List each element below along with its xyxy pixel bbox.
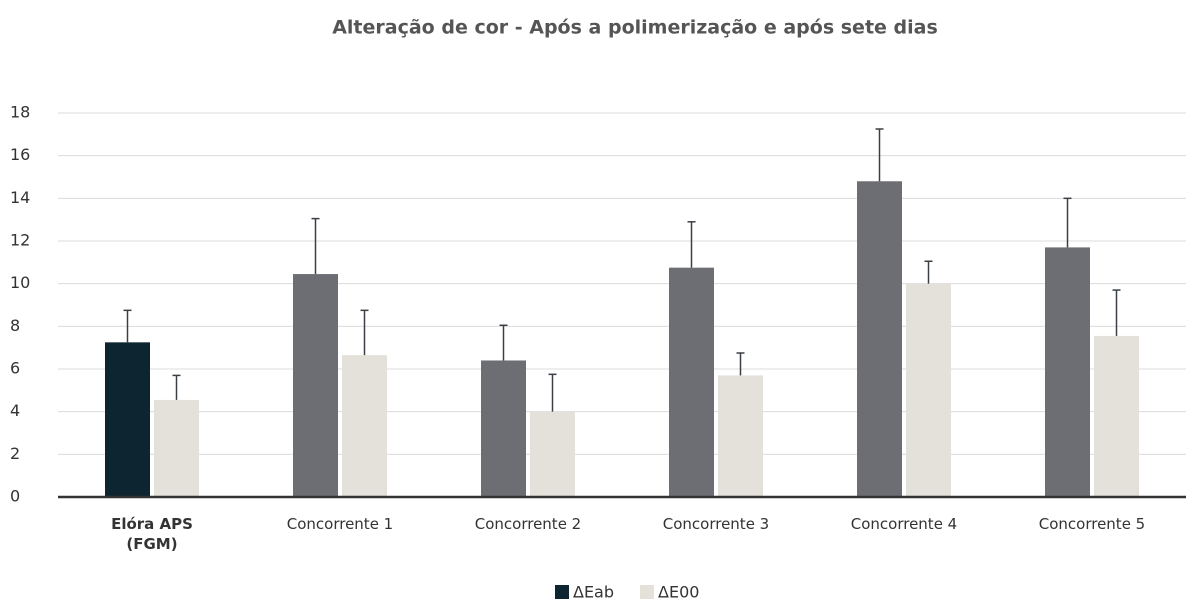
y-tick-label: 0 (10, 487, 20, 506)
y-tick-label: 18 (10, 103, 30, 122)
error-bar (875, 128, 884, 182)
y-tick-label: 16 (10, 145, 30, 164)
bar (342, 355, 387, 497)
bar (718, 375, 763, 497)
x-tick-label: Concorrente 4 (850, 515, 958, 533)
x-tick-label: Elóra APS (FGM) (111, 515, 193, 553)
bar (293, 274, 338, 497)
legend-label: ΔE00 (658, 583, 699, 601)
error-bar (311, 217, 320, 275)
error-bar (736, 352, 745, 376)
error-bar (687, 221, 696, 268)
x-tick-label: Concorrente 5 (1038, 515, 1146, 533)
bar (154, 399, 199, 497)
y-tick-label: 10 (10, 273, 30, 292)
chart-title: Alteração de cor - Após a polimerização … (332, 17, 938, 39)
x-tick-label: Concorrente 2 (474, 515, 582, 533)
bar (1045, 247, 1090, 497)
error-bar (123, 309, 132, 343)
bar (1094, 335, 1139, 497)
bar (857, 181, 902, 497)
bar (105, 342, 150, 497)
error-bar (172, 374, 181, 400)
y-tick-label: 12 (10, 231, 30, 250)
bar (530, 411, 575, 497)
error-bar (360, 309, 369, 356)
y-tick-label: 2 (10, 444, 20, 463)
legend-label: ΔEab (573, 583, 614, 601)
error-bar (1112, 289, 1121, 336)
x-tick-label: Concorrente 3 (662, 515, 770, 533)
bar (481, 360, 526, 497)
legend-swatch (640, 585, 655, 599)
legend-swatch (555, 585, 569, 599)
error-bar (499, 324, 508, 361)
error-bar (1063, 197, 1072, 248)
x-tick-label: Concorrente 1 (286, 515, 394, 533)
error-bar (924, 260, 933, 284)
bar (906, 283, 951, 497)
y-tick-label: 4 (10, 401, 20, 420)
bar (669, 267, 714, 497)
y-tick-label: 14 (10, 188, 30, 207)
error-bar (548, 373, 557, 412)
y-tick-label: 8 (10, 316, 20, 335)
y-tick-label: 6 (10, 359, 20, 378)
